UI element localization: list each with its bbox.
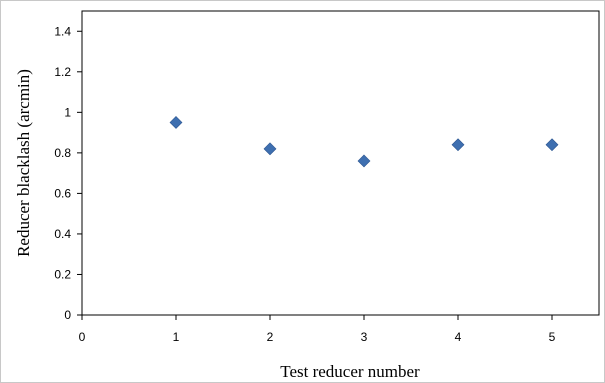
data-point (451, 138, 465, 152)
y-tick-label: 0.8 (54, 146, 71, 160)
y-tick-label: 0.2 (54, 267, 71, 281)
data-point (263, 142, 277, 156)
x-axis-title: Test reducer number (280, 362, 420, 381)
x-axis: 0 1 2 3 4 5 (79, 315, 556, 344)
data-series (169, 116, 559, 168)
y-tick-label: 1 (64, 105, 71, 119)
x-tick-label: 1 (173, 330, 180, 344)
x-tick-label: 3 (361, 330, 368, 344)
plot-area (81, 10, 600, 316)
x-tick-label: 4 (455, 330, 462, 344)
y-axis-title: Reducer blacklash (arcmin) (14, 69, 33, 257)
y-tick-label: 1.2 (54, 65, 71, 79)
data-point (169, 116, 183, 129)
y-axis: 0 0.2 0.4 0.6 0.8 1 1.2 1.4 (54, 24, 82, 322)
plot-frame (81, 10, 600, 316)
x-tick-label: 0 (79, 330, 86, 344)
y-tick-label: 0.4 (54, 227, 71, 241)
y-tick-label: 0.6 (54, 186, 71, 200)
data-point (545, 138, 559, 152)
x-tick-label: 2 (267, 330, 274, 344)
y-tick-label: 0 (64, 308, 71, 322)
x-tick-label: 5 (549, 330, 556, 344)
data-point (357, 154, 371, 168)
y-tick-label: 1.4 (54, 24, 71, 38)
